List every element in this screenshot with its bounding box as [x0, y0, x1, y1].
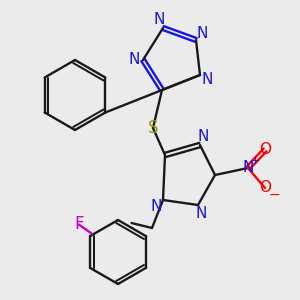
Text: −: −	[268, 188, 280, 202]
Text: N: N	[197, 26, 208, 41]
Text: O: O	[259, 142, 271, 158]
Text: N: N	[242, 160, 254, 175]
Text: N: N	[128, 52, 140, 68]
Text: N: N	[154, 12, 165, 27]
Text: +: +	[250, 156, 260, 166]
Text: N: N	[197, 129, 209, 144]
Text: S: S	[148, 119, 158, 137]
Text: N: N	[195, 206, 207, 221]
Text: N: N	[151, 199, 162, 214]
Text: F: F	[74, 215, 83, 233]
Text: O: O	[259, 181, 271, 196]
Text: N: N	[202, 72, 213, 87]
